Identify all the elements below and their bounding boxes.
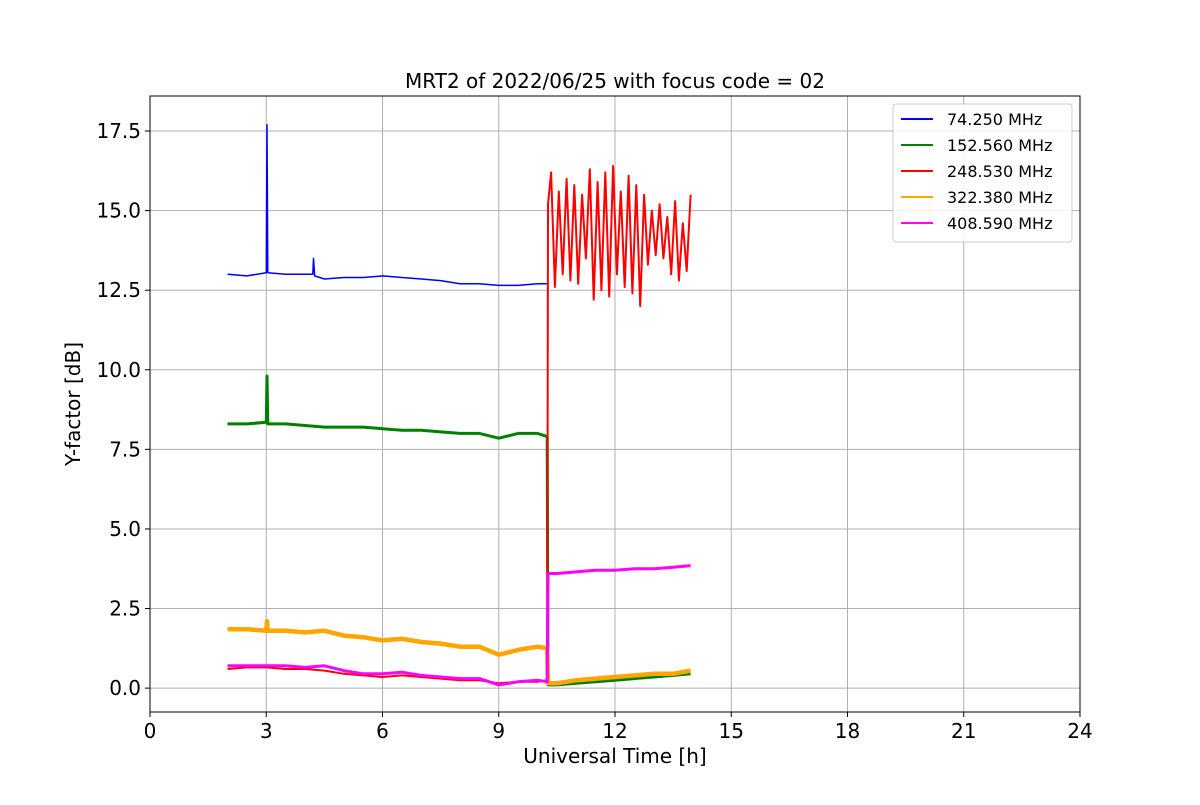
y-axis-ticks: 0.0 2.5 5.0 7.5 10.0 12.5 15.0 17.5: [96, 119, 150, 700]
y-tick-label: 0.0: [109, 676, 141, 700]
x-axis-ticks: 0 3 6 9 12 15 18 21 24: [144, 712, 1093, 743]
y-tick-label: 2.5: [109, 597, 141, 621]
series-line: [227, 123, 548, 287]
chart-title: MRT2 of 2022/06/25 with focus code = 02: [405, 69, 825, 93]
x-tick-label: 3: [260, 719, 273, 743]
x-tick-label: 12: [602, 719, 627, 743]
y-tick-label: 15.0: [96, 199, 141, 223]
series-line: [227, 165, 692, 685]
y-tick-label: 10.0: [96, 358, 141, 382]
legend-label: 248.530 MHz: [947, 162, 1052, 181]
series-line: [227, 564, 691, 687]
plot-series: [227, 123, 692, 687]
legend-box: [892, 103, 1073, 243]
x-tick-label: 9: [492, 719, 505, 743]
y-tick-label: 5.0: [109, 517, 141, 541]
y-tick-label: 7.5: [109, 437, 141, 461]
y-tick-label: 17.5: [96, 119, 141, 143]
x-tick-label: 18: [835, 719, 860, 743]
x-tick-label: 15: [719, 719, 744, 743]
x-tick-label: 21: [951, 719, 976, 743]
legend-label: 152.560 MHz: [947, 136, 1052, 155]
x-tick-label: 6: [376, 719, 389, 743]
y-axis-title: Y-factor [dB]: [61, 342, 85, 467]
y-tick-label: 12.5: [96, 278, 141, 302]
x-tick-label: 0: [144, 719, 157, 743]
legend-label: 322.380 MHz: [947, 188, 1052, 207]
x-axis-title: Universal Time [h]: [523, 744, 706, 768]
x-tick-label: 24: [1067, 719, 1092, 743]
legend: 74.250 MHz 152.560 MHz 248.530 MHz 322.380 …: [892, 103, 1073, 243]
legend-label: 408.590 MHz: [947, 214, 1052, 233]
legend-label: 74.250 MHz: [947, 110, 1042, 129]
series-line: [227, 374, 691, 687]
series-line: [227, 619, 692, 686]
